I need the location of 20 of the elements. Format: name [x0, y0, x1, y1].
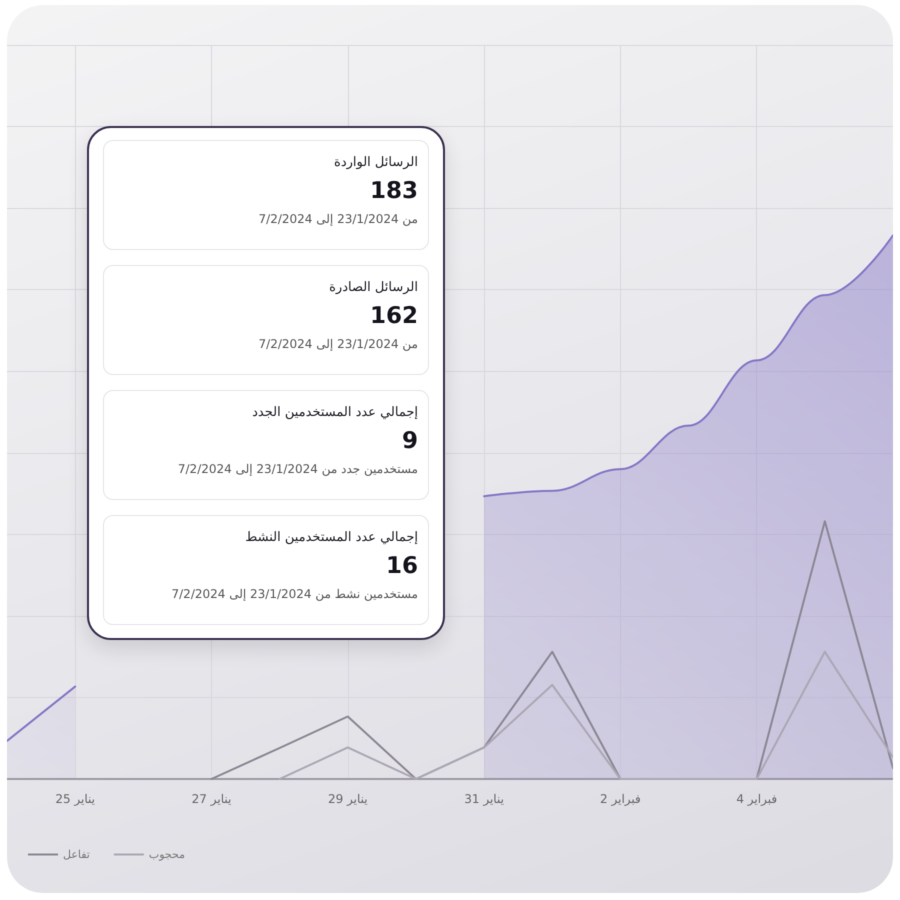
data-label: 16: [384, 553, 418, 579]
annotation: مستخدمين نشط من 23/1/2024 إلى 7/2/2024: [170, 587, 418, 601]
annotation: مستخدمين جدد من 23/1/2024 إلى 7/2/2024: [176, 462, 418, 476]
x-tick-label: 29 يناير: [328, 792, 368, 806]
x-tick-label: 27 يناير: [192, 792, 232, 806]
category-label: الرسائل الصادرة: [328, 280, 418, 295]
legend-label: محجوب: [148, 848, 186, 861]
annotation: من 23/1/2024 إلى 7/2/2024: [258, 337, 418, 351]
x-tick-label: 31 يناير: [464, 792, 504, 806]
x-tick-label: 25 يناير: [55, 792, 95, 806]
text: من 23/1/2024 إلى 7/2/2024: [258, 212, 418, 226]
data-label: 162: [368, 303, 418, 329]
category-label: إجمالي عدد المستخدمين الجدد: [251, 405, 418, 420]
x-tick-label: 2 فبراير: [600, 792, 641, 806]
legend-label: تفاعل: [63, 848, 90, 861]
data-label: 9: [400, 428, 418, 454]
x-tick-label: 4 فبراير: [736, 792, 778, 806]
category-label: إجمالي عدد المستخدمين النشط: [244, 530, 418, 545]
category-label: الرسائل الواردة: [333, 155, 418, 170]
data-label: 183: [368, 178, 418, 204]
